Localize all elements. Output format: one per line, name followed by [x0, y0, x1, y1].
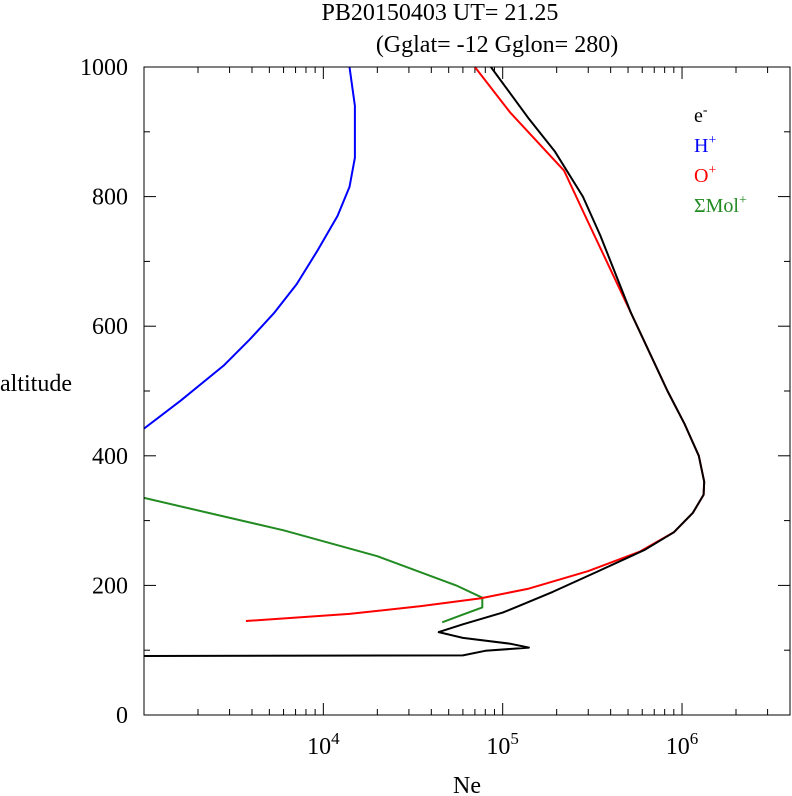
y-tick-label: 200 [92, 573, 128, 599]
plot-frame [143, 66, 791, 716]
y-tick-label: 600 [92, 314, 128, 340]
y-tick-label: 1000 [80, 55, 128, 81]
legend-entry: e- [694, 103, 708, 127]
x-tick-labels: 104 105 106 [307, 729, 698, 760]
chart-title-line-2: (Gglat= -12 Gglon= 280) [376, 32, 618, 58]
chart-title-line-1: PB20150403 UT= 21.25 [322, 0, 559, 26]
y-tick-label: 800 [92, 185, 128, 211]
y-tick-labels: 0 200 400 600 800 1000 [80, 55, 128, 729]
legend-entry: O+ [694, 163, 716, 187]
legend-entry: H+ [694, 133, 716, 157]
series-line-1 [144, 67, 356, 430]
series-lines [144, 67, 706, 657]
y-tick-label: 400 [92, 444, 128, 470]
x-tick-label: 105 [486, 729, 519, 760]
y-axis-label: altitude [0, 371, 72, 397]
legend-entry: ΣMol+ [694, 193, 747, 217]
x-tick-label: 104 [307, 729, 340, 760]
series-line-3 [144, 496, 484, 624]
series-line-0 [144, 67, 706, 657]
y-tick-label: 0 [116, 703, 128, 729]
x-axis-label: Ne [453, 773, 481, 796]
legend: e- H+ O+ ΣMol+ [694, 103, 747, 217]
x-tick-label: 106 [666, 729, 699, 760]
